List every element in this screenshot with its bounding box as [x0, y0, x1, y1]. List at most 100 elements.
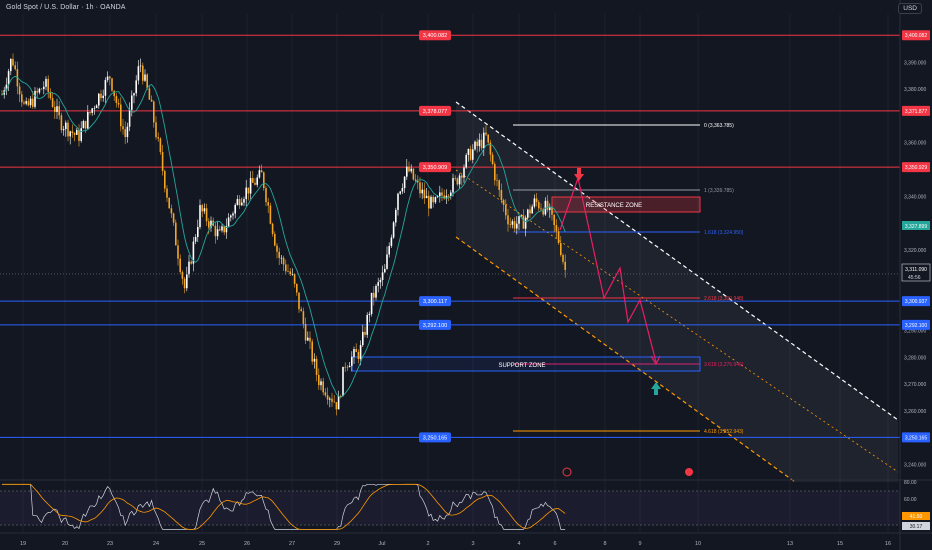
- candle-body: [410, 168, 412, 172]
- candle-body: [445, 195, 448, 199]
- candle-body: [144, 74, 146, 81]
- candle-body: [496, 180, 498, 181]
- candle-body: [342, 366, 344, 397]
- candle-body: [84, 120, 87, 129]
- candle-body: [247, 187, 250, 194]
- channel-mid-line[interactable]: [455, 169, 899, 473]
- candle-body: [98, 93, 100, 106]
- candle-body: [32, 98, 34, 107]
- resistance-zone[interactable]: [551, 196, 701, 213]
- candle-body: [452, 178, 454, 193]
- candle-body: [225, 226, 228, 233]
- price-tick-label: 3,390.000: [904, 60, 926, 66]
- candle-body: [199, 205, 201, 228]
- flag-event-icon[interactable]: [685, 468, 693, 476]
- candle-body: [245, 187, 247, 200]
- resistance-zone-label: RESISTANCE ZONE: [586, 203, 642, 209]
- candle-body: [71, 131, 74, 134]
- level-3250-label: 3,250.165: [419, 432, 451, 443]
- flash-event-icon[interactable]: [562, 467, 572, 477]
- axis-level-label: 3,350.929: [905, 165, 927, 171]
- candle-body: [267, 202, 269, 206]
- candle-body: [150, 99, 153, 102]
- rsi-tick-label: 60.00: [904, 497, 917, 503]
- currency-button[interactable]: USD: [898, 3, 922, 14]
- candle-body: [153, 101, 155, 123]
- support-zone-label: SUPPORT ZONE: [498, 363, 545, 369]
- symbol-title[interactable]: Gold Spot / U.S. Dollar · 1h · OANDA: [6, 4, 126, 11]
- candle-body: [25, 101, 27, 104]
- rsi-line: [2, 483, 566, 530]
- candle-body: [564, 261, 566, 271]
- candle-body: [388, 245, 390, 255]
- candle-body: [298, 292, 300, 310]
- candle-body: [69, 131, 71, 137]
- candle-body: [432, 196, 434, 203]
- candles: [1, 53, 566, 416]
- candle-body: [322, 381, 324, 393]
- candle-body: [192, 241, 195, 264]
- candle-body: [249, 178, 252, 194]
- candle-body: [243, 199, 245, 203]
- candle-body: [293, 273, 296, 284]
- candle-body: [560, 243, 562, 256]
- current-price-text: 3,311.090: [905, 267, 927, 273]
- time-tick-label: 25: [199, 541, 205, 547]
- candle-body: [58, 106, 60, 116]
- candle-body: [454, 178, 456, 179]
- candle-body: [82, 120, 85, 129]
- candle-body: [553, 214, 555, 226]
- price-tick-label: 3,290.000: [904, 328, 926, 334]
- candle-body: [278, 251, 280, 258]
- candle-body: [5, 84, 8, 91]
- candle-body: [161, 152, 164, 171]
- candle-body: [399, 191, 401, 194]
- candle-body: [183, 278, 186, 289]
- candle-body: [461, 175, 463, 178]
- candle-body: [439, 192, 441, 197]
- candle-body: [34, 90, 36, 107]
- candle-body: [280, 257, 283, 259]
- candle-body: [203, 208, 206, 212]
- candle-body: [527, 209, 529, 218]
- candle-body: [40, 88, 43, 90]
- candle-body: [157, 137, 159, 139]
- candle-body: [421, 189, 423, 194]
- candle-body: [329, 398, 331, 400]
- time-tick-label: 4: [517, 541, 520, 547]
- candle-body: [188, 261, 190, 275]
- candle-body: [373, 292, 375, 298]
- candle-body: [511, 221, 514, 225]
- level-label-text: 3,378.077: [423, 109, 447, 115]
- candle-body: [142, 65, 144, 81]
- candle-body: [104, 80, 107, 96]
- time-tick-label: 3: [471, 541, 474, 547]
- candle-body: [546, 200, 549, 210]
- candle-body: [219, 229, 221, 231]
- candle-body: [113, 90, 115, 97]
- candle-body: [36, 90, 38, 93]
- candle-body: [487, 134, 489, 143]
- candle-body: [128, 109, 131, 127]
- candle-body: [254, 182, 256, 185]
- candle-body: [428, 195, 430, 209]
- candle-body: [131, 95, 133, 110]
- candle-body: [194, 236, 197, 242]
- candle-body: [414, 179, 417, 181]
- candle-body: [384, 268, 386, 273]
- candle-body: [430, 196, 432, 209]
- candle-body: [87, 111, 89, 129]
- time-tick-label: 27: [289, 541, 295, 547]
- candle-body: [472, 149, 474, 160]
- candle-body: [542, 209, 544, 215]
- candle-body: [480, 139, 483, 149]
- time-tick-label: 9: [638, 541, 641, 547]
- candle-body: [133, 93, 135, 96]
- candle-body: [54, 106, 56, 112]
- price-tick-label: 3,240.000: [904, 463, 926, 469]
- rsi-ma-line: [2, 483, 566, 530]
- candle-body: [210, 220, 212, 228]
- candle-body: [518, 216, 520, 224]
- candle-body: [535, 198, 538, 203]
